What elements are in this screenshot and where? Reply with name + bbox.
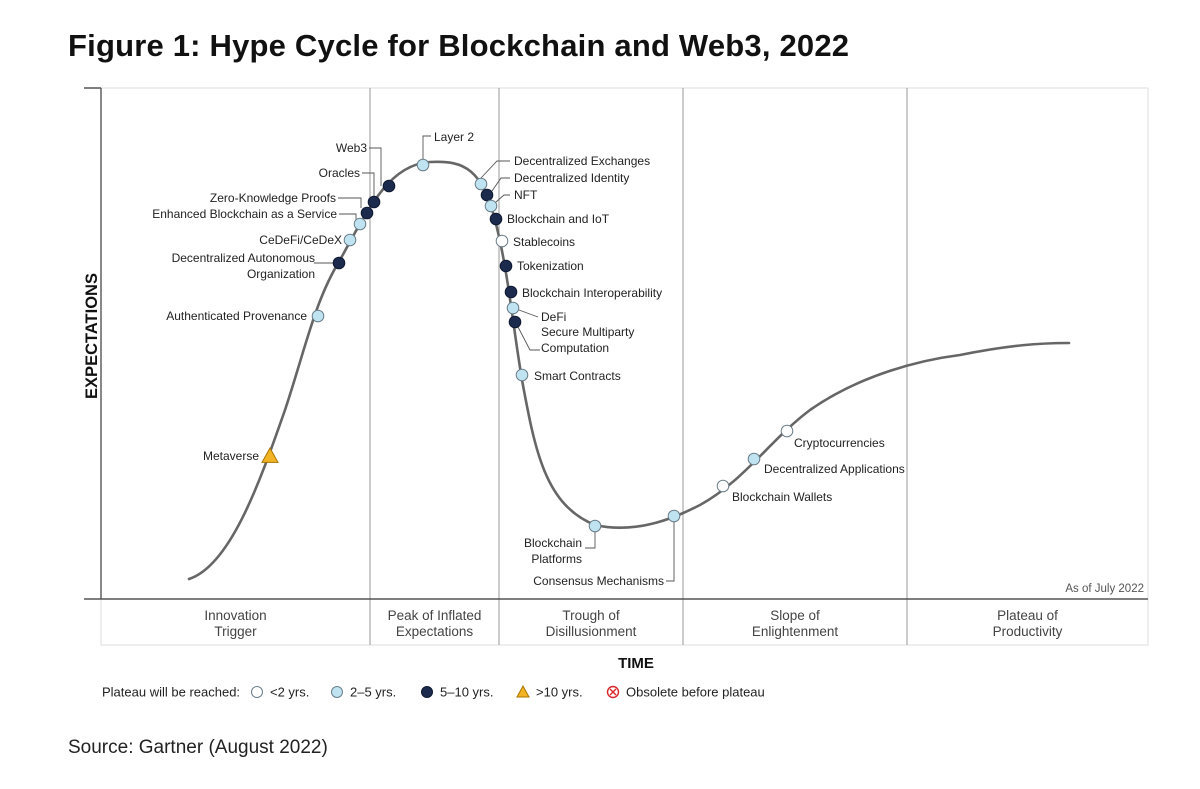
- point-decentralized-exchanges: [474, 177, 488, 191]
- label-nft: NFT: [514, 188, 538, 202]
- label-smart-contracts: Smart Contracts: [534, 369, 621, 383]
- label-metaverse: Metaverse: [203, 449, 259, 463]
- point-blockchain-wallets: [716, 479, 730, 493]
- as-of-note: As of July 2022: [1065, 583, 1144, 595]
- leader-consensus-mechanisms: [666, 522, 675, 582]
- point-cedefi-cedex: [343, 233, 357, 247]
- leader-nft: [495, 194, 510, 203]
- leader-blockchain-platforms: [585, 532, 596, 549]
- legend-marker-obsolete-cross-icon: [609, 688, 617, 696]
- label-authenticated-provenance: Authenticated Provenance: [166, 309, 307, 323]
- point-blockchain-interoperability: [504, 285, 518, 299]
- label-decentralized-applications: Decentralized Applications: [764, 462, 905, 476]
- point-smart-contracts: [515, 368, 529, 382]
- label-stablecoins: Stablecoins: [513, 235, 575, 249]
- point-blockchain-platforms: [588, 519, 602, 533]
- axis-layer: Innovation Trigger Peak of Inflated Expecta…: [83, 87, 1148, 672]
- point-tokenization: [499, 259, 513, 273]
- legend-label-gt10: >10 yrs.: [536, 685, 583, 700]
- leader-decentralized-identity: [491, 177, 510, 192]
- point-defi: [506, 301, 520, 315]
- leader-web3: [369, 147, 382, 186]
- point-web3: [382, 179, 396, 193]
- label-blockchain-platforms: Blockchain Platforms: [524, 536, 582, 566]
- point-authenticated-provenance: [311, 309, 325, 323]
- leader-decentralized-exchanges: [480, 160, 510, 179]
- label-cryptocurrencies: Cryptocurrencies: [794, 436, 885, 450]
- legend-label-obsolete: Obsolete before plateau: [626, 685, 765, 700]
- label-tokenization: Tokenization: [517, 259, 584, 273]
- x-axis-title: TIME: [618, 655, 654, 672]
- phase-label-1: Innovation Trigger: [204, 608, 266, 639]
- point-enhanced-blockchain-as-a-service: [353, 217, 367, 231]
- label-oracles: Oracles: [319, 166, 360, 180]
- point-decentralized-applications: [747, 452, 761, 466]
- point-zero-knowledge-proofs: [360, 206, 374, 220]
- point-decentralized-identity: [480, 188, 494, 202]
- label-layer-2: Layer 2: [434, 130, 474, 144]
- hype-curve: [187, 160, 1071, 581]
- point-oracles: [367, 195, 381, 209]
- phase-label-4: Slope of Enlightenment: [752, 608, 839, 639]
- leader-layer-2: [422, 135, 431, 159]
- label-blockchain-and-iot: Blockchain and IoT: [507, 212, 610, 226]
- legend: Plateau will be reached: <2 yrs. 2–5 yrs. 5…: [102, 685, 765, 700]
- hype-cycle-svg: Metaverse Authenticated Provenance Decentr…: [83, 87, 1149, 700]
- legend-marker-gt10: [516, 684, 530, 698]
- legend-marker-y5to10: [421, 686, 433, 698]
- label-blockchain-wallets: Blockchain Wallets: [732, 490, 832, 504]
- hype-cycle-chart: Metaverse Authenticated Provenance Decentr…: [83, 87, 1149, 700]
- label-decentralized-autonomous-organization: Decentralized Autonomous Organization: [172, 251, 315, 281]
- label-zero-knowledge-proofs: Zero-Knowledge Proofs: [210, 191, 336, 205]
- legend-title: Plateau will be reached:: [102, 685, 240, 700]
- phase-label-3: Trough of Disillusionment: [546, 608, 637, 639]
- legend-marker-lt2: [251, 686, 263, 698]
- curve-layer: [187, 160, 1071, 581]
- point-cryptocurrencies: [780, 424, 794, 438]
- figure-title: Figure 1: Hype Cycle for Blockchain and …: [68, 28, 850, 63]
- legend-label-y5to10: 5–10 yrs.: [440, 685, 493, 700]
- leader-zero-knowledge-proofs: [338, 197, 362, 208]
- points-layer: Metaverse Authenticated Provenance Decentr…: [152, 130, 905, 588]
- phase-label-2: Peak of Inflated Expectations: [388, 608, 482, 639]
- label-defi: DeFi: [541, 310, 566, 324]
- label-cedefi-cedex: CeDeFi/CeDeX: [259, 233, 342, 247]
- leader-oracles: [362, 172, 375, 197]
- point-stablecoins: [495, 234, 509, 248]
- y-axis-title: EXPECTATIONS: [83, 273, 101, 399]
- leader-secure-multiparty-computation: [517, 326, 540, 351]
- point-decentralized-autonomous-organization: [332, 256, 346, 270]
- leader-defi: [518, 309, 539, 318]
- legend-marker-y2to5: [331, 686, 343, 698]
- label-secure-multiparty-computation: Secure Multiparty Computation: [541, 325, 634, 355]
- point-secure-multiparty-computation: [508, 315, 522, 329]
- phase-label-5: Plateau of Productivity: [993, 608, 1063, 639]
- point-layer-2: [416, 158, 430, 172]
- point-metaverse: [261, 446, 279, 463]
- label-decentralized-identity: Decentralized Identity: [514, 171, 629, 185]
- point-consensus-mechanisms: [667, 509, 681, 523]
- label-decentralized-exchanges: Decentralized Exchanges: [514, 154, 650, 168]
- point-nft: [484, 199, 498, 213]
- label-consensus-mechanisms: Consensus Mechanisms: [533, 574, 664, 588]
- figure-source: Source: Gartner (August 2022): [68, 737, 328, 758]
- leader-enhanced-blockchain-as-a-service: [339, 213, 357, 220]
- point-blockchain-and-iot: [489, 212, 503, 226]
- label-web3: Web3: [336, 141, 367, 155]
- label-blockchain-interoperability: Blockchain Interoperability: [522, 286, 662, 300]
- label-enhanced-blockchain-as-a-service: Enhanced Blockchain as a Service: [152, 207, 337, 221]
- legend-label-lt2: <2 yrs.: [270, 685, 309, 700]
- legend-label-y2to5: 2–5 yrs.: [350, 685, 396, 700]
